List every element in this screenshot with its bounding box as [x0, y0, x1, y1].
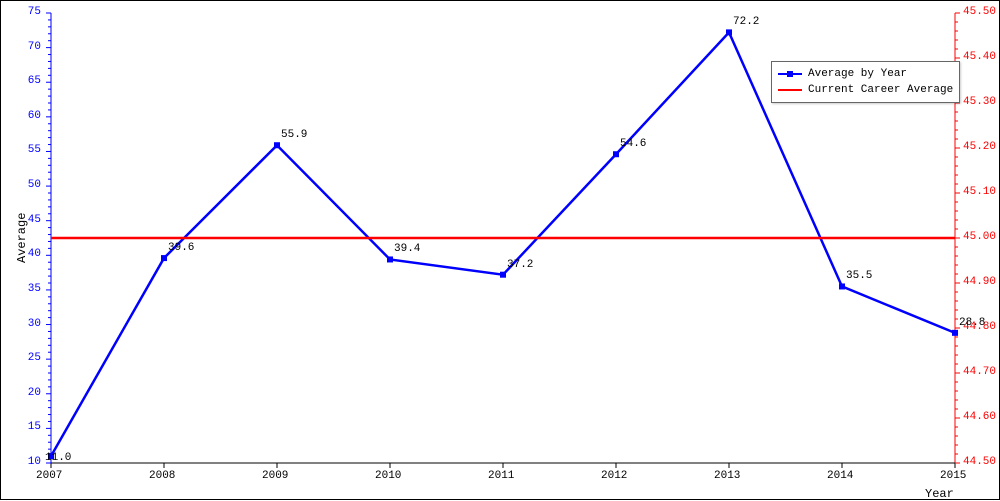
legend-swatch	[778, 89, 802, 91]
chart-container: 200720082009201020112012201320142015Year…	[0, 0, 1000, 500]
x-tick-label: 2009	[262, 470, 288, 482]
y-right-tick-label: 44.50	[963, 456, 996, 468]
legend-label: Average by Year	[808, 68, 907, 80]
y-left-tick-label: 75	[28, 6, 41, 18]
y-right-tick-label: 44.70	[963, 366, 996, 378]
y-left-tick-label: 65	[28, 75, 41, 87]
point-label: 11.0	[45, 452, 71, 464]
y-left-tick-label: 15	[28, 421, 41, 433]
x-tick-label: 2011	[488, 470, 514, 482]
x-tick-label: 2010	[375, 470, 401, 482]
x-tick-label: 2015	[940, 470, 966, 482]
legend-swatch	[778, 73, 802, 75]
y-right-tick-label: 45.30	[963, 96, 996, 108]
point-label: 39.6	[168, 242, 194, 254]
point-label: 35.5	[846, 270, 872, 282]
y-left-tick-label: 35	[28, 283, 41, 295]
y-right-tick-label: 44.90	[963, 276, 996, 288]
y-left-tick-label: 25	[28, 352, 41, 364]
y-right-tick-label: 44.60	[963, 411, 996, 423]
point-label: 39.4	[394, 243, 420, 255]
legend: Average by Year Current Career Average	[771, 61, 960, 103]
y-left-tick-label: 45	[28, 214, 41, 226]
point-label: 37.2	[507, 259, 533, 271]
y-right-tick-label: 45.00	[963, 231, 996, 243]
y-right-tick-label: 45.50	[963, 6, 996, 18]
x-tick-label: 2007	[36, 470, 62, 482]
y-left-tick-label: 70	[28, 41, 41, 53]
y-left-tick-label: 10	[28, 456, 41, 468]
legend-row: Current Career Average	[778, 82, 953, 98]
x-tick-label: 2013	[714, 470, 740, 482]
point-label: 72.2	[733, 16, 759, 28]
y-right-tick-label: 45.40	[963, 51, 996, 63]
x-tick-label: 2014	[827, 470, 853, 482]
y-left-tick-label: 30	[28, 318, 41, 330]
point-label: 54.6	[620, 138, 646, 150]
y-left-tick-label: 55	[28, 144, 41, 156]
legend-row: Average by Year	[778, 66, 953, 82]
x-tick-label: 2012	[601, 470, 627, 482]
point-label: 55.9	[281, 129, 307, 141]
y-left-tick-label: 20	[28, 387, 41, 399]
y-right-tick-label: 45.20	[963, 141, 996, 153]
legend-label: Current Career Average	[808, 84, 953, 96]
y-right-tick-label: 45.10	[963, 186, 996, 198]
y-left-axis-label: Average	[15, 213, 29, 263]
point-label: 28.8	[959, 317, 985, 329]
x-axis-label: Year	[925, 487, 954, 501]
y-left-tick-label: 40	[28, 248, 41, 260]
x-tick-label: 2008	[149, 470, 175, 482]
y-left-tick-label: 60	[28, 110, 41, 122]
y-left-tick-label: 50	[28, 179, 41, 191]
